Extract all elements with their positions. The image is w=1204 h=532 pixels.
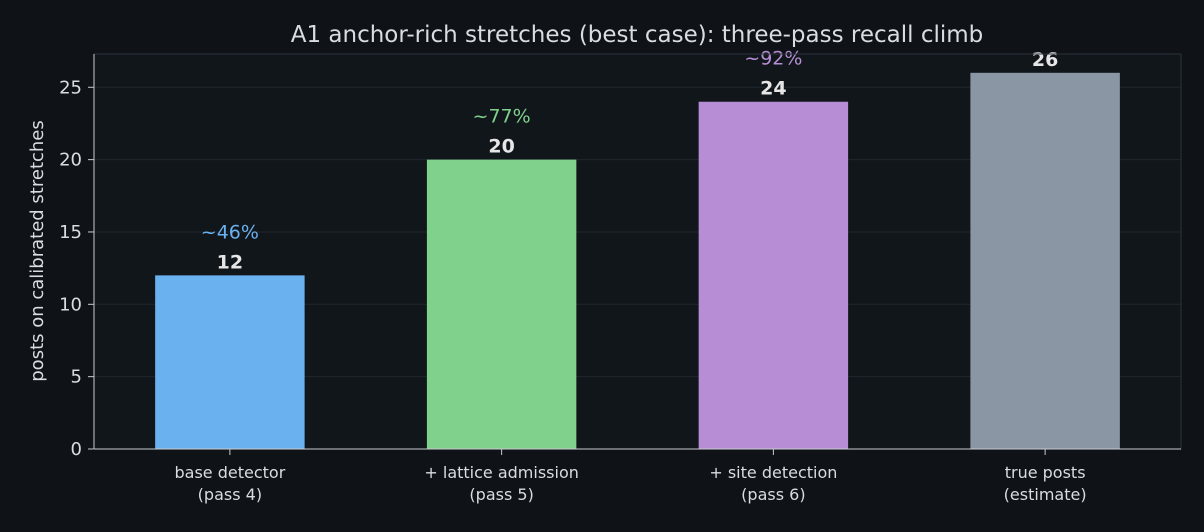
y-tick-label: 10 [59,294,82,315]
bar-value-label: 20 [488,136,514,158]
y-tick-label: 20 [59,150,82,171]
bar [698,101,849,449]
x-tick-label: + site detection [709,463,837,482]
bar-value-label: 26 [1032,49,1058,71]
x-tick-label: (estimate) [1004,485,1087,504]
bars [155,72,1120,450]
y-tick-label: 5 [71,367,82,388]
chart-title: A1 anchor-rich stretches (best case): th… [291,22,984,48]
x-tick-label: + lattice admission [424,463,579,482]
bar [970,72,1120,450]
recall-percent-label: ~77% [473,106,531,128]
x-tick-label: (pass 5) [469,485,533,504]
bar-value-label: 24 [760,78,786,100]
x-tick-label: true posts [1005,463,1086,482]
axes: 0 5 10 15 20 25 base detector (pass 4) + lattice… [59,53,1182,504]
data-labels: 12 ~46% 20 ~77% 24 ~92% 26 [201,48,1059,274]
y-axis-label: posts on calibrated stretches [27,120,48,382]
recall-percent-label: ~46% [201,221,259,243]
bar [155,275,305,449]
bar-value-label: 12 [217,251,243,273]
x-tick-label: (pass 6) [741,485,805,504]
y-tick-label: 25 [59,77,82,98]
recall-percent-label: ~92% [744,48,802,70]
y-tick-label: 0 [71,439,82,460]
x-tick-label: (pass 4) [198,485,262,504]
x-tick-label: base detector [174,463,285,482]
bar [426,159,577,449]
y-tick-label: 15 [59,222,82,243]
